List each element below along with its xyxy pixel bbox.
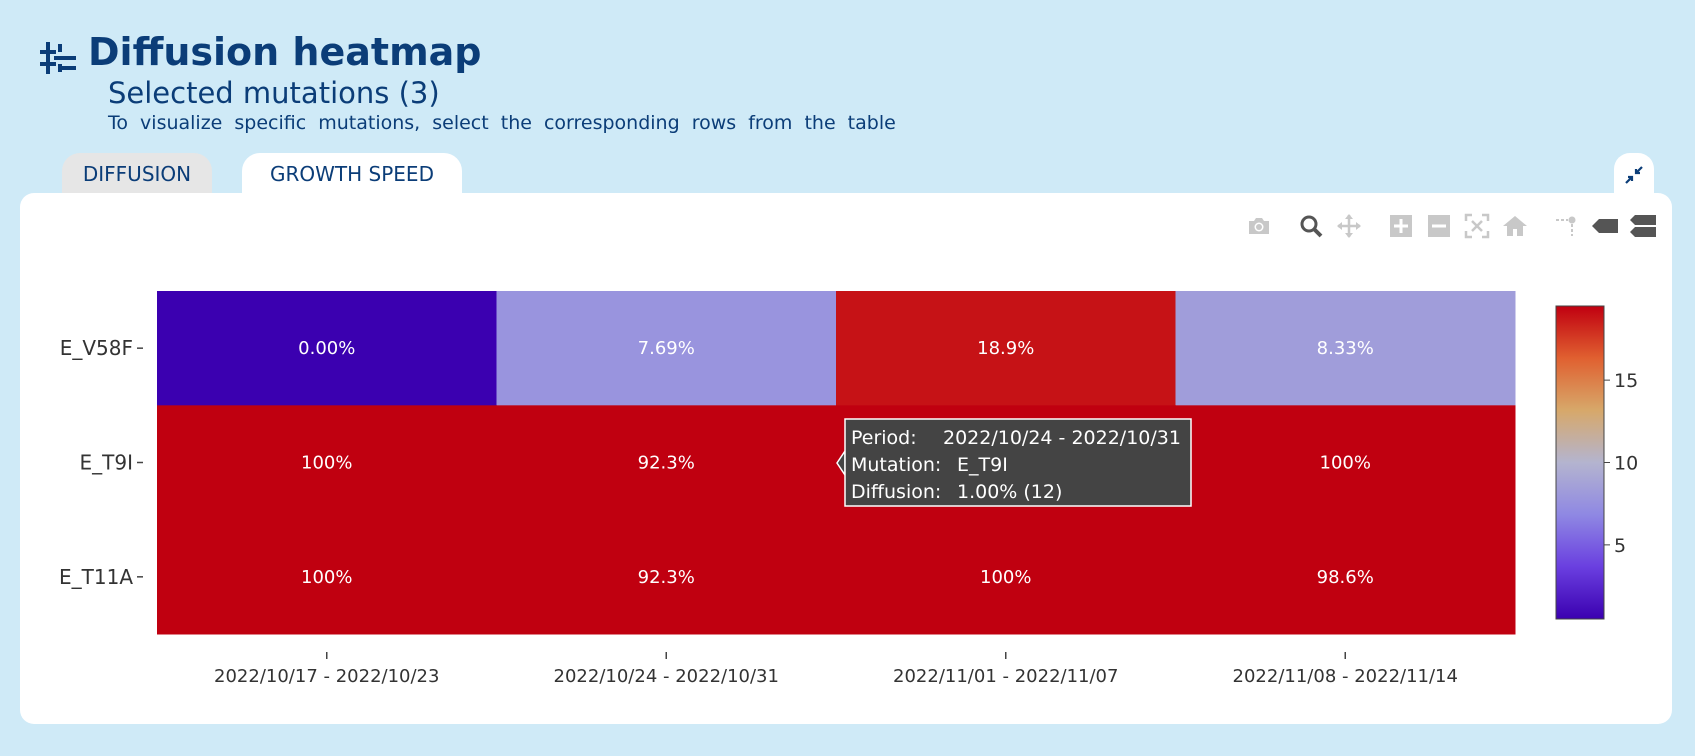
heatmap-cell[interactable] bbox=[157, 519, 497, 635]
x-tick-label: 2022/10/17 - 2022/10/23 bbox=[214, 666, 439, 687]
heatmap-cell[interactable] bbox=[496, 291, 837, 406]
heatmap-cell[interactable] bbox=[157, 405, 497, 521]
zoom-icon bbox=[1300, 215, 1323, 238]
tooltip-label: Period: bbox=[851, 427, 917, 449]
autoscale-button[interactable] bbox=[1458, 210, 1496, 242]
hover-tooltip bbox=[844, 418, 1192, 507]
zoom-out-button[interactable] bbox=[1420, 210, 1458, 242]
heatmap-cell[interactable] bbox=[1175, 291, 1516, 406]
hover-compare-button[interactable] bbox=[1624, 210, 1662, 242]
collapse-button[interactable] bbox=[1614, 153, 1654, 197]
x-tick-label: 2022/11/01 - 2022/11/07 bbox=[893, 666, 1118, 687]
y-tick-label: E_T11A bbox=[59, 565, 133, 589]
pan-icon bbox=[1337, 214, 1361, 238]
colorbar-tick-label: 5 bbox=[1614, 535, 1626, 557]
cell-label: 8.33% bbox=[1317, 338, 1374, 359]
heatmap-cell[interactable] bbox=[496, 405, 837, 521]
zoom-button[interactable] bbox=[1292, 210, 1330, 242]
heatmap-cell[interactable] bbox=[1175, 519, 1516, 635]
cell-label: 100% bbox=[980, 567, 1031, 588]
heatmap-cell[interactable] bbox=[496, 519, 837, 635]
zoom-out-icon bbox=[1428, 215, 1450, 237]
zoom-in-button[interactable] bbox=[1382, 210, 1420, 242]
selected-mutations-subtitle: Selected mutations (3) bbox=[108, 76, 440, 110]
cell-label: 92.3% bbox=[638, 567, 695, 588]
selection-hint: To visualize specific mutations, select … bbox=[108, 112, 896, 134]
x-tick-label: 2022/10/24 - 2022/10/31 bbox=[554, 666, 779, 687]
tooltip-value: E_T9I bbox=[957, 454, 1008, 476]
heatmap-cell[interactable] bbox=[836, 519, 1176, 635]
tooltip-label: Diffusion: bbox=[851, 481, 941, 503]
heatmap-cell[interactable] bbox=[1175, 405, 1516, 521]
page-title: Diffusion heatmap bbox=[88, 30, 482, 74]
x-tick-label: 2022/11/08 - 2022/11/14 bbox=[1233, 666, 1458, 687]
tab-growth-speed[interactable]: GROWTH SPEED bbox=[242, 153, 462, 199]
plot-modebar bbox=[1240, 210, 1662, 242]
diffusion-heatmap-icon bbox=[40, 42, 76, 74]
tooltip-value: 2022/10/24 - 2022/10/31 bbox=[943, 427, 1181, 449]
hover-closest-button[interactable] bbox=[1586, 210, 1624, 242]
cell-label: 98.6% bbox=[1317, 567, 1374, 588]
spike-lines-icon bbox=[1556, 216, 1576, 236]
colorbar-tick-label: 10 bbox=[1614, 453, 1638, 475]
camera-icon bbox=[1249, 218, 1269, 234]
cell-label: 7.69% bbox=[638, 338, 695, 359]
cell-label: 18.9% bbox=[977, 338, 1034, 359]
cell-label: 100% bbox=[301, 453, 352, 474]
reset-axes-icon bbox=[1503, 216, 1527, 236]
spike-lines-button[interactable] bbox=[1548, 210, 1586, 242]
cell-label: 100% bbox=[301, 567, 352, 588]
colorbar-tick-label: 15 bbox=[1614, 370, 1638, 392]
pan-button[interactable] bbox=[1330, 210, 1368, 242]
tab-diffusion[interactable]: DIFFUSION bbox=[62, 153, 212, 199]
y-tick-label: E_V58F bbox=[60, 336, 133, 360]
hover-closest-icon bbox=[1592, 219, 1618, 233]
heatmap-cell[interactable] bbox=[157, 291, 497, 406]
tooltip-label: Mutation: bbox=[851, 454, 941, 476]
zoom-in-icon bbox=[1390, 215, 1412, 237]
cell-label: 0.00% bbox=[298, 338, 355, 359]
tooltip-value: 1.00% (12) bbox=[957, 481, 1062, 503]
colorbar bbox=[1555, 305, 1605, 620]
y-tick-label: E_T9I bbox=[80, 451, 133, 475]
cell-label: 92.3% bbox=[638, 453, 695, 474]
reset-axes-button[interactable] bbox=[1496, 210, 1534, 242]
hover-compare-icon bbox=[1630, 215, 1656, 237]
heatmap-cell[interactable] bbox=[836, 291, 1176, 406]
cell-label: 100% bbox=[1320, 453, 1371, 474]
camera-button[interactable] bbox=[1240, 210, 1278, 242]
collapse-icon bbox=[1625, 166, 1643, 184]
autoscale-icon bbox=[1464, 213, 1490, 239]
